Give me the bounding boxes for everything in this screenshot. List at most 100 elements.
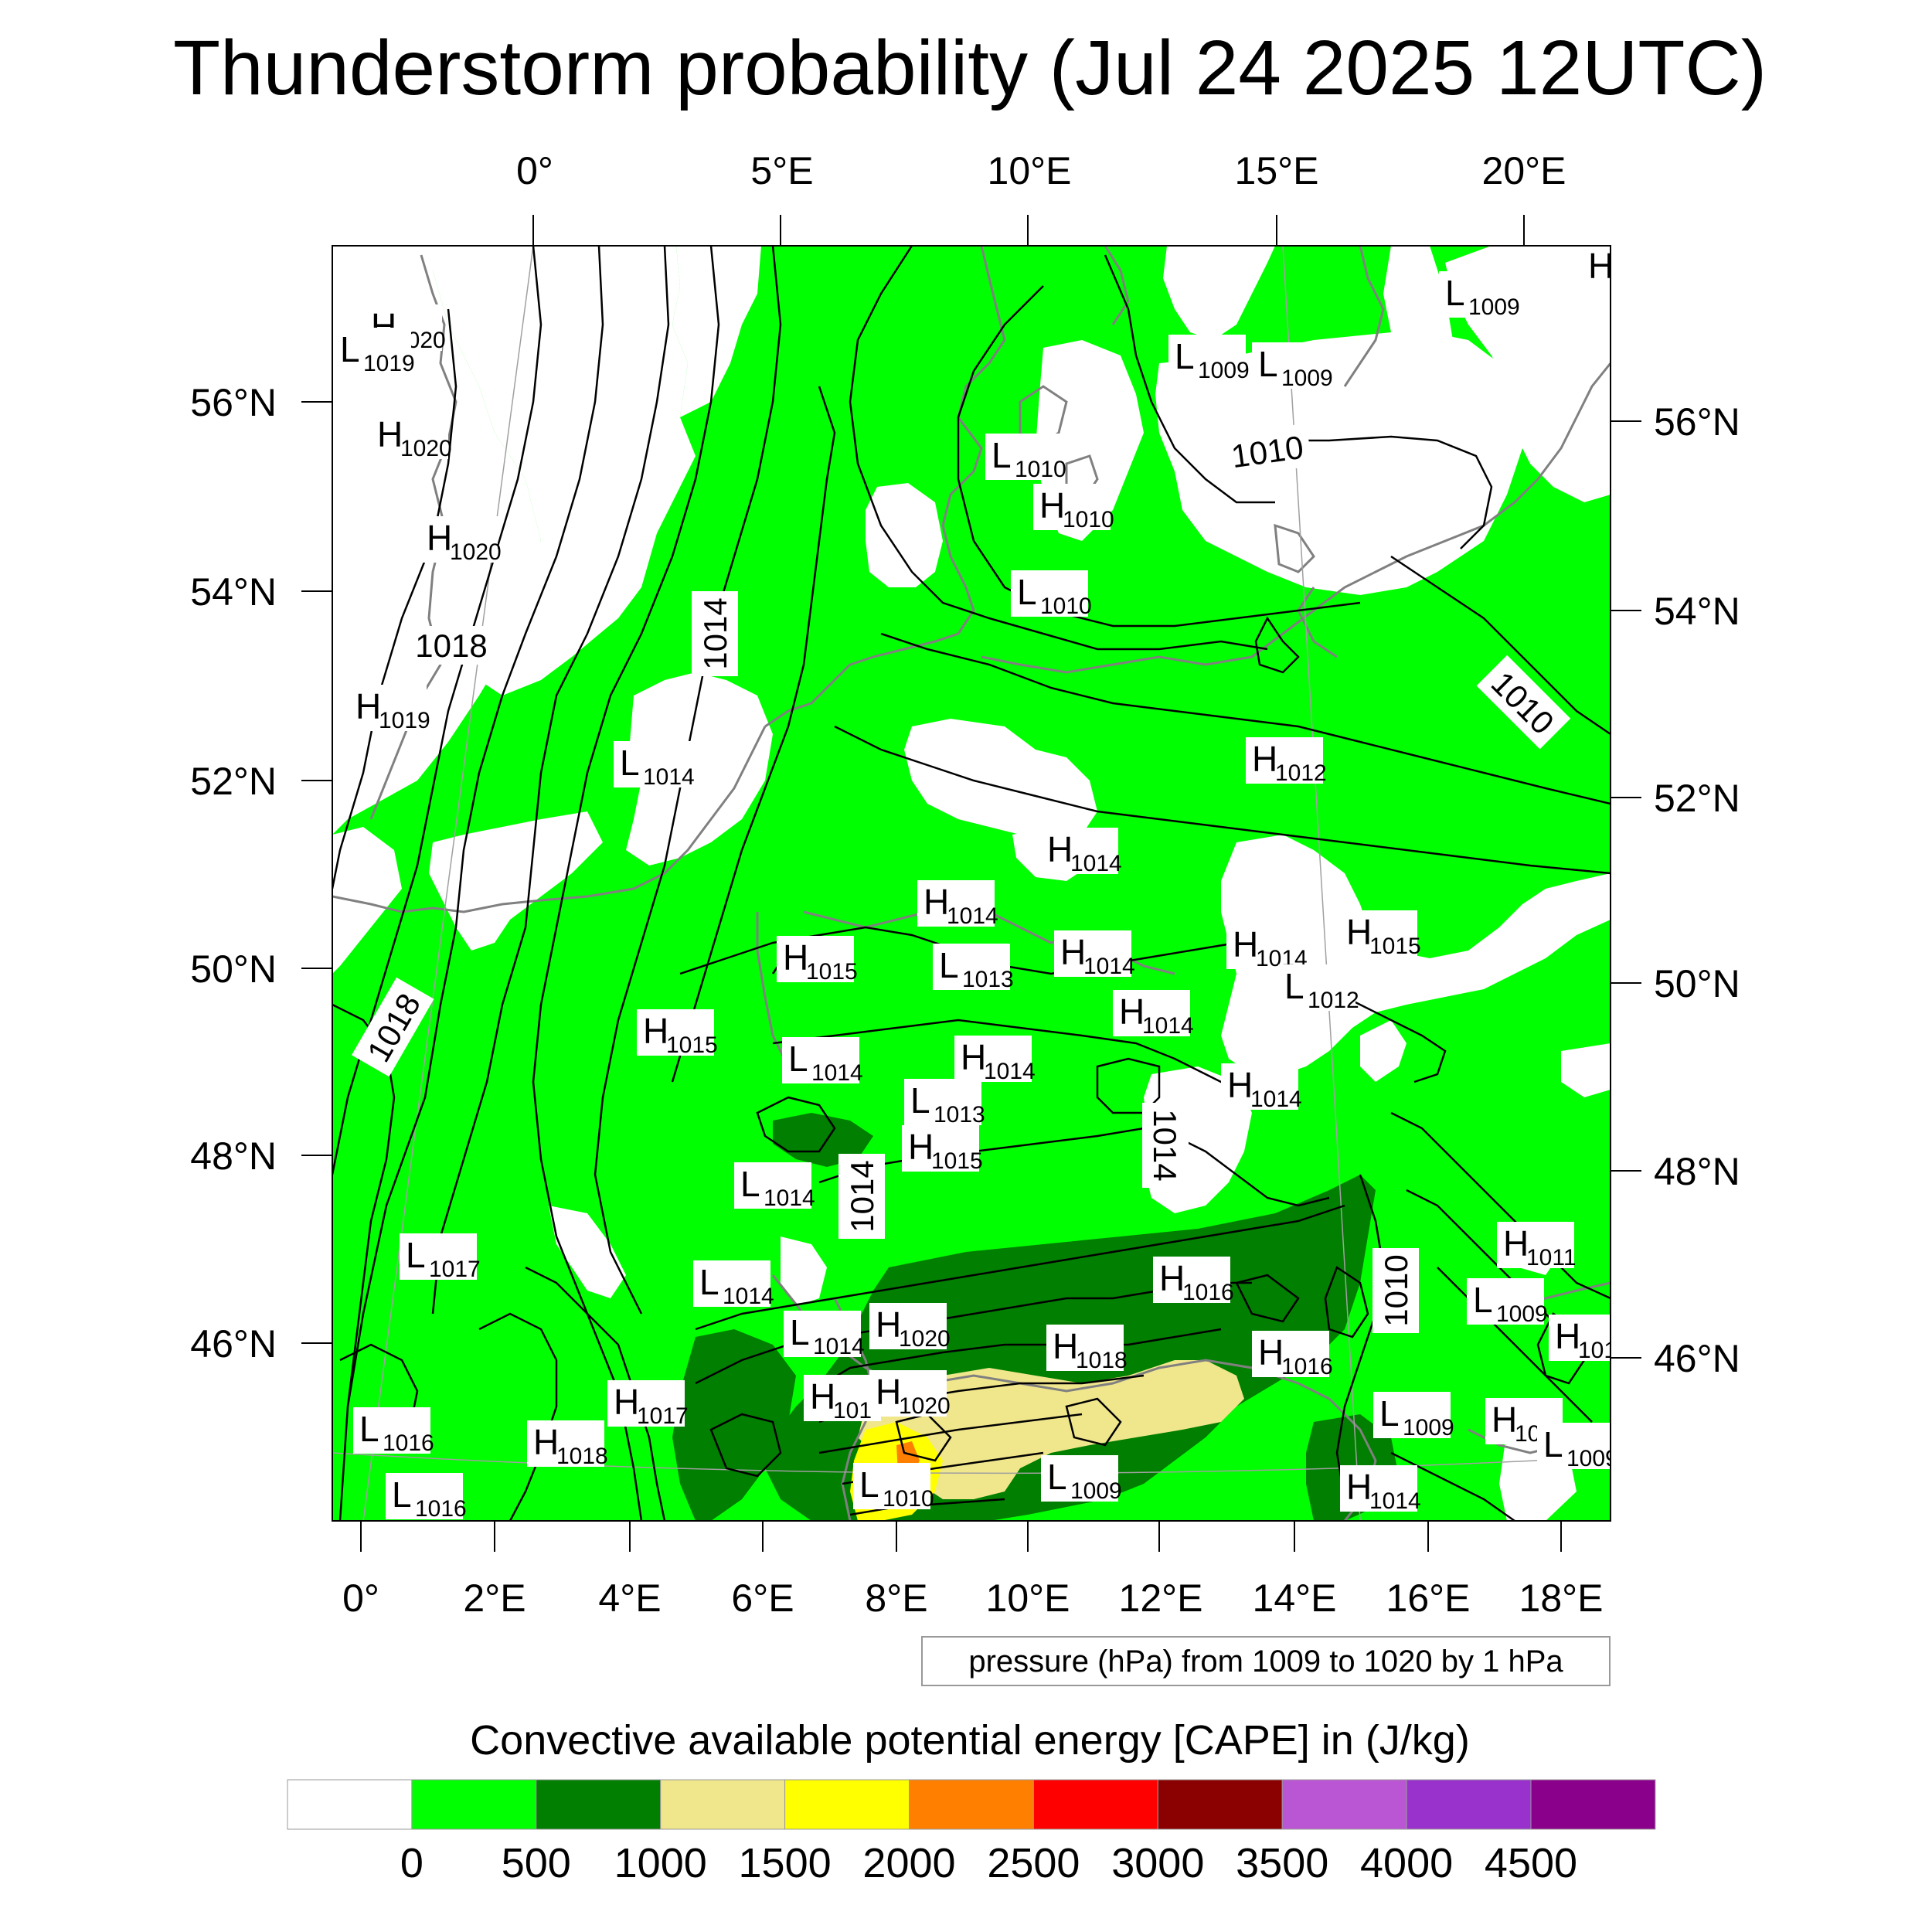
svg-text:L: L (1379, 1393, 1400, 1434)
svg-text:1011: 1011 (1526, 1245, 1577, 1270)
svg-text:1014: 1014 (813, 1334, 865, 1359)
svg-text:L: L (359, 1409, 379, 1449)
svg-text:H: H (1252, 739, 1277, 779)
left-lat-label: 52°N (190, 760, 277, 803)
bottom-lon-label: 18°E (1519, 1577, 1604, 1620)
svg-text:1009: 1009 (1281, 366, 1333, 391)
right-lat-label: 50°N (1654, 962, 1740, 1005)
svg-text:pressure (hPa) from 1009 to 10: pressure (hPa) from 1009 to 1020 by 1 hP… (968, 1645, 1563, 1679)
svg-text:H: H (876, 1304, 901, 1345)
colorbar-box (1157, 1779, 1283, 1830)
colorbar-label: 500 (502, 1840, 571, 1886)
svg-text:L: L (790, 1312, 810, 1352)
svg-text:1010: 1010 (1378, 1254, 1414, 1326)
svg-text:H: H (1588, 246, 1614, 286)
svg-text:1009: 1009 (1198, 358, 1250, 383)
top-lon-label: 20°E (1482, 149, 1566, 192)
svg-text:1014: 1014 (723, 1284, 774, 1309)
colorbar-label: 3000 (1111, 1840, 1204, 1886)
colorbar-box (1406, 1779, 1532, 1830)
svg-text:1016: 1016 (415, 1496, 467, 1522)
svg-text:L: L (910, 1080, 930, 1121)
tick-marks (301, 215, 1641, 1552)
svg-text:1009: 1009 (1496, 1301, 1548, 1327)
isobar-label-1014-a: 1014 (692, 591, 738, 676)
low-pressure-label: L 1014 (784, 1311, 865, 1359)
left-lat-label: 56°N (190, 381, 277, 424)
svg-text:1018: 1018 (1076, 1348, 1128, 1373)
svg-text:L: L (740, 1164, 760, 1204)
low-pressure-label: L 1010 (1011, 570, 1092, 619)
isobar-label-1014-b: 1014 (838, 1154, 885, 1239)
svg-text:L: L (1258, 344, 1278, 384)
low-pressure-label: L 1014 (782, 1037, 863, 1086)
svg-text:L: L (992, 435, 1012, 475)
svg-text:101: 101 (833, 1398, 872, 1423)
svg-text:1020: 1020 (899, 1326, 951, 1352)
svg-text:L: L (620, 743, 640, 783)
low-pressure-label: L 1017 (400, 1233, 481, 1282)
svg-text:L: L (340, 329, 360, 369)
low-pressure-label: L 1013 (933, 944, 1014, 992)
cape-1000-1500-area (858, 1360, 1244, 1499)
svg-text:1020: 1020 (400, 436, 452, 461)
right-lat-label: 56°N (1654, 400, 1740, 444)
svg-text:1013: 1013 (962, 967, 1014, 992)
bottom-lon-label: 0° (342, 1577, 379, 1620)
bottom-lon-label: 2°E (463, 1577, 526, 1620)
left-lat-label: 46°N (190, 1322, 277, 1366)
svg-text:L: L (1445, 273, 1465, 313)
svg-text:1019: 1019 (363, 351, 415, 376)
svg-text:L: L (699, 1262, 719, 1302)
left-lat-label: 48°N (190, 1134, 277, 1178)
svg-text:1010: 1010 (1015, 457, 1066, 482)
svg-text:L: L (1175, 336, 1195, 376)
svg-text:H: H (614, 1382, 639, 1422)
left-lat-label: 50°N (190, 947, 277, 991)
svg-text:L: L (1473, 1280, 1493, 1320)
low-pressure-label: L 1009 (1168, 335, 1250, 383)
svg-text:H: H (1233, 924, 1258, 964)
map-panel: 1018 1014 1010 1010 1018 1014 1014 1010 (332, 246, 1617, 1522)
top-longitude-labels: 0° 5°E 10°E 15°E 20°E (516, 149, 1566, 192)
svg-text:101: 101 (1578, 1338, 1617, 1363)
svg-text:H: H (1159, 1258, 1185, 1298)
colorbar-label: 2500 (987, 1840, 1080, 1886)
svg-text:H: H (533, 1422, 559, 1462)
colorbar-label: 2000 (862, 1840, 955, 1886)
isobar-label-1018-a: 1018 (414, 626, 488, 665)
svg-text:H: H (1047, 829, 1073, 869)
svg-text:H: H (1039, 485, 1065, 526)
right-lat-label: 54°N (1654, 590, 1740, 633)
colorbar-label: 1000 (614, 1840, 707, 1886)
bottom-longitude-labels: 0° 2°E 4°E 6°E 8°E 10°E 12°E 14°E 16°E 1… (342, 1577, 1603, 1620)
svg-text:1014: 1014 (1142, 1013, 1194, 1039)
svg-text:1010: 1010 (883, 1486, 934, 1512)
svg-text:L: L (788, 1039, 808, 1079)
bottom-lon-label: 10°E (986, 1577, 1070, 1620)
low-pressure-label: L 1016 (353, 1407, 434, 1456)
low-pressure-label: L 1010 (853, 1463, 934, 1512)
svg-text:L: L (1284, 966, 1304, 1006)
svg-text:1016: 1016 (1182, 1280, 1234, 1305)
colorbar-label: 3500 (1236, 1840, 1328, 1886)
bottom-lon-label: 4°E (598, 1577, 661, 1620)
low-pressure-label: L 1009 (1467, 1278, 1548, 1327)
svg-text:H: H (1346, 1467, 1372, 1507)
